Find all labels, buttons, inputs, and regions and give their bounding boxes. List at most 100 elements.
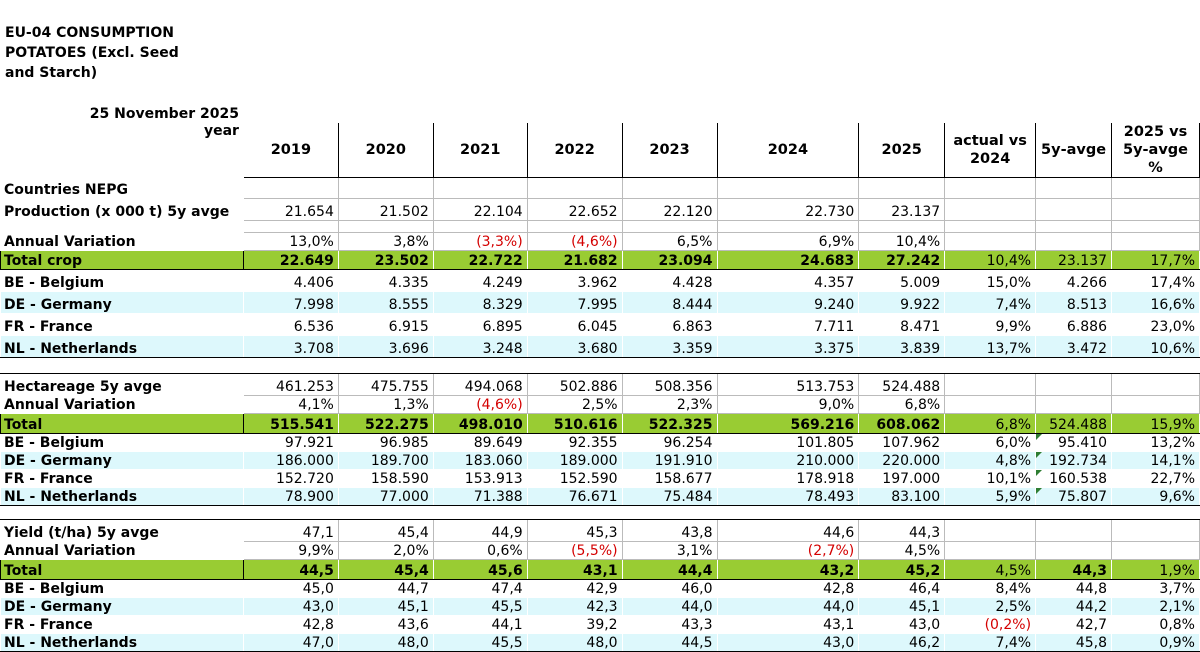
empty-cell — [944, 395, 1037, 414]
data-cell: 9,0% — [716, 395, 860, 414]
empty-cell — [716, 177, 860, 199]
spacer-cell — [1111, 357, 1200, 374]
spacer-cell — [526, 220, 623, 233]
data-cell: 2,3% — [621, 395, 718, 414]
data-cell: 197.000 — [858, 469, 945, 488]
data-cell: 43,0 — [858, 615, 945, 634]
data-cell: 3,8% — [337, 232, 434, 251]
data-cell: 21.682 — [526, 250, 623, 270]
country-row: BE - Belgium 45,0 44,7 47,4 42,9 46,0 42,8 46,4… — [1, 579, 1200, 598]
empty-cell — [944, 541, 1037, 560]
data-cell: 6.536 — [242, 313, 339, 336]
data-cell: 44,4 — [621, 559, 717, 580]
data-cell: 4.335 — [337, 269, 434, 292]
year-label: year — [203, 123, 239, 140]
data-cell: 46,0 — [621, 579, 717, 598]
data-cell: 45,5 — [432, 633, 528, 652]
data-cell: 7.995 — [526, 291, 623, 314]
spacer-cell — [944, 505, 1036, 520]
report-date: 25 November 2025 — [89, 106, 239, 122]
data-cell: 22,7% — [1111, 469, 1200, 488]
data-cell: 45,8 — [1035, 633, 1112, 652]
spacer-cell — [622, 505, 717, 520]
data-cell: 0,9% — [1111, 633, 1200, 652]
data-cell: 43,3 — [621, 615, 717, 634]
data-cell: 13,0% — [242, 232, 339, 251]
data-cell: 3,7% — [1111, 579, 1200, 598]
data-cell: 44,3 — [858, 519, 946, 542]
countries-row: Countries NEPG — [1, 177, 1200, 199]
data-cell: 42,8 — [242, 615, 339, 634]
spacer-cell — [858, 220, 946, 233]
data-cell: 23.137 — [858, 198, 946, 221]
data-cell: 608.062 — [858, 413, 945, 434]
data-cell: 13,2% — [1111, 433, 1200, 452]
avg-row: Hectareage 5y avge 461.253 475.755 494.068 5… — [1, 373, 1200, 396]
country-row: DE - Germany 186.000 189.700 183.060 189.000… — [0, 451, 1200, 470]
empty-cell — [1035, 232, 1113, 251]
data-cell: 10,6% — [1111, 335, 1200, 358]
data-cell: 9,9% — [242, 541, 339, 560]
data-cell: 4.357 — [716, 269, 859, 292]
country-row: FR - France 152.720 158.590 153.913 152.590 1… — [1, 469, 1200, 488]
data-cell: 7.998 — [242, 291, 339, 314]
row-label: Production (x 000 t) 5y avge — [4, 204, 230, 220]
data-cell: 45,1 — [337, 597, 434, 616]
spacer-cell — [1111, 220, 1200, 233]
column-header: actual vs 2024 — [944, 122, 1037, 178]
data-cell: 220.000 — [858, 451, 945, 470]
data-cell: 92.355 — [526, 433, 623, 452]
data-cell: 10,1% — [944, 469, 1036, 488]
data-cell: 97.921 — [242, 433, 339, 452]
data-cell: 9,6% — [1111, 487, 1200, 506]
data-cell: 152.720 — [242, 469, 339, 488]
spacer-cell — [1035, 505, 1112, 520]
data-cell: 8.444 — [621, 291, 717, 314]
data-cell: 23.502 — [337, 250, 434, 270]
data-cell: 2,1% — [1111, 597, 1200, 616]
data-cell: 27.242 — [858, 250, 945, 270]
date-row: 25 November 2025 — [1, 100, 1200, 123]
data-cell: 524.488 — [858, 373, 946, 396]
data-cell: 3.962 — [526, 269, 623, 292]
data-cell: 186.000 — [242, 451, 339, 470]
empty-cell — [242, 0, 339, 101]
data-cell: 3.375 — [716, 335, 859, 358]
empty-cell — [1111, 373, 1200, 396]
row-label: Hectareage 5y avge — [4, 379, 162, 395]
data-cell: 7.711 — [716, 313, 859, 336]
data-cell: 96.985 — [337, 433, 434, 452]
empty-cell — [858, 177, 946, 199]
data-cell: 189.700 — [337, 451, 434, 470]
sheet-title: EU-04 CONSUMPTION POTATOES (Excl. Seed a… — [5, 24, 179, 81]
data-cell: 5,9% — [944, 487, 1036, 506]
data-cell: 44,1 — [432, 615, 528, 634]
data-cell: 515.541 — [242, 413, 339, 434]
empty-cell — [1035, 177, 1113, 199]
data-cell: 96.254 — [621, 433, 717, 452]
empty-cell — [526, 177, 623, 199]
row-label: BE - Belgium — [4, 581, 105, 597]
empty-cell — [944, 177, 1037, 199]
data-cell: 6,8% — [858, 395, 946, 414]
row-label: Total crop — [0, 250, 244, 270]
spacer-cell — [858, 357, 945, 374]
data-cell: 75.807 — [1035, 487, 1112, 506]
title-row: EU-04 CONSUMPTION POTATOES (Excl. Seed a… — [1, 0, 1200, 101]
data-cell: 43,1 — [526, 559, 623, 580]
empty-cell — [1111, 100, 1200, 123]
data-cell: 7,4% — [944, 633, 1036, 652]
empty-cell — [1035, 395, 1113, 414]
data-cell: 42,9 — [526, 579, 623, 598]
spacer-cell — [242, 220, 339, 233]
data-cell: 5.009 — [858, 269, 945, 292]
data-cell: 42,3 — [526, 597, 623, 616]
data-cell: 45,4 — [337, 559, 434, 580]
data-cell: 45,6 — [432, 559, 528, 580]
data-cell: (0,2%) — [944, 615, 1036, 634]
empty-cell — [337, 177, 434, 199]
country-row: BE - Belgium 97.921 96.985 89.649 92.355 96.2… — [1, 433, 1200, 452]
column-header: 2019 — [242, 122, 339, 178]
data-cell: 9,9% — [944, 313, 1036, 336]
